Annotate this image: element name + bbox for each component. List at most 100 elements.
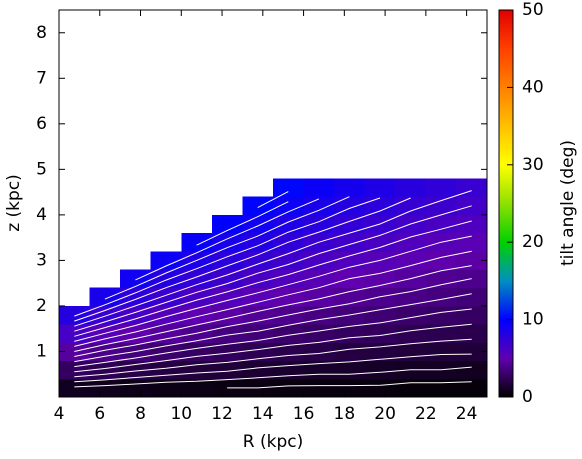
heat-cell bbox=[211, 287, 243, 307]
heat-cell bbox=[456, 233, 488, 252]
heat-cell bbox=[364, 178, 396, 198]
heat-cell bbox=[456, 360, 488, 380]
heat-cell bbox=[364, 324, 396, 343]
colorbar-tick-label: 50 bbox=[522, 0, 544, 20]
colorbar-tick-label: 0 bbox=[522, 387, 533, 407]
x-tick-label: 16 bbox=[293, 404, 315, 424]
heat-cell bbox=[273, 324, 305, 343]
heat-cell bbox=[211, 233, 243, 252]
y-axis-label: z (kpc) bbox=[4, 174, 24, 232]
y-tick-label: 7 bbox=[36, 68, 47, 88]
heat-cell bbox=[364, 305, 396, 325]
heat-cell bbox=[395, 196, 427, 216]
heat-cell bbox=[456, 214, 488, 234]
heat-cell bbox=[242, 287, 274, 307]
heat-cell bbox=[334, 178, 366, 198]
heat-cell bbox=[150, 287, 182, 307]
contour-line bbox=[74, 278, 472, 357]
heat-cell bbox=[425, 178, 457, 198]
heat-cell bbox=[211, 214, 243, 234]
heat-cell bbox=[59, 305, 91, 325]
contour-line bbox=[74, 235, 472, 342]
heat-cell bbox=[181, 378, 213, 398]
heat-cell bbox=[395, 378, 427, 398]
contour-line bbox=[74, 323, 472, 373]
contour-line bbox=[196, 201, 289, 246]
heat-cell bbox=[425, 214, 457, 234]
heat-cell bbox=[242, 196, 274, 216]
contours bbox=[74, 190, 472, 389]
heat-cell bbox=[273, 196, 305, 216]
heat-cell bbox=[273, 269, 305, 289]
heat-cell bbox=[456, 196, 488, 216]
heat-cell bbox=[120, 378, 152, 398]
heat-cell bbox=[89, 378, 121, 398]
contour-line bbox=[74, 197, 381, 317]
x-tick-label: 24 bbox=[456, 404, 478, 424]
heat-cell bbox=[456, 178, 488, 198]
heat-cell bbox=[334, 378, 366, 398]
heat-cell bbox=[303, 378, 335, 398]
y-tick-label: 4 bbox=[36, 205, 47, 225]
heat-cell bbox=[242, 360, 274, 380]
heatmap bbox=[59, 178, 488, 398]
heat-cell bbox=[242, 251, 274, 271]
contour-line bbox=[74, 353, 472, 383]
contour-line bbox=[74, 220, 472, 337]
colorbar-tick-label: 40 bbox=[522, 77, 544, 97]
contour-line bbox=[227, 381, 472, 389]
x-tick-label: 10 bbox=[170, 404, 192, 424]
plot-frame bbox=[58, 9, 488, 398]
contour-line bbox=[104, 196, 350, 300]
colorbar-label: tilt angle (deg) bbox=[558, 140, 578, 266]
heat-cell bbox=[425, 324, 457, 343]
heat-cell bbox=[273, 178, 305, 198]
heat-cell bbox=[395, 287, 427, 307]
heat-cell bbox=[425, 287, 457, 307]
contour-line bbox=[74, 190, 472, 327]
heat-cell bbox=[211, 324, 243, 343]
y-tick-label: 8 bbox=[36, 23, 47, 43]
heat-cell bbox=[364, 360, 396, 380]
heat-cell bbox=[334, 214, 366, 234]
heat-cell bbox=[120, 269, 152, 289]
heat-cell bbox=[211, 269, 243, 289]
contour-line bbox=[74, 197, 411, 322]
y-tick-label: 3 bbox=[36, 250, 47, 270]
contour-line bbox=[74, 338, 472, 378]
contour-line bbox=[135, 198, 320, 281]
x-tick-label: 6 bbox=[94, 404, 105, 424]
y-tick-label: 2 bbox=[36, 296, 47, 316]
heat-cell bbox=[303, 342, 335, 362]
heat-cell bbox=[303, 287, 335, 307]
heat-cell bbox=[59, 378, 91, 398]
heat-cell bbox=[364, 378, 396, 398]
x-tick-label: 20 bbox=[374, 404, 396, 424]
heat-cell bbox=[364, 196, 396, 216]
heat-cell bbox=[150, 269, 182, 289]
heat-cell bbox=[395, 233, 427, 252]
contour-line bbox=[74, 308, 472, 368]
heat-cell bbox=[181, 233, 213, 252]
heat-cell bbox=[334, 342, 366, 362]
heat-cell bbox=[303, 324, 335, 343]
heat-cell bbox=[456, 342, 488, 362]
heat-cell bbox=[89, 305, 121, 325]
contour-line bbox=[74, 293, 472, 363]
heat-cell bbox=[425, 269, 457, 289]
x-tick-label: 18 bbox=[334, 404, 356, 424]
contour-line bbox=[257, 191, 289, 209]
y-tick-label: 5 bbox=[36, 159, 47, 179]
heat-cell bbox=[456, 287, 488, 307]
heat-cell bbox=[150, 305, 182, 325]
heat-cell bbox=[150, 378, 182, 398]
y-tick-label: 1 bbox=[36, 341, 47, 361]
heat-cell bbox=[120, 324, 152, 343]
x-tick-label: 12 bbox=[211, 404, 233, 424]
heat-cell bbox=[425, 305, 457, 325]
heat-cell bbox=[364, 233, 396, 252]
heat-cell bbox=[150, 251, 182, 271]
contour-line bbox=[74, 265, 472, 352]
heat-cell bbox=[211, 251, 243, 271]
